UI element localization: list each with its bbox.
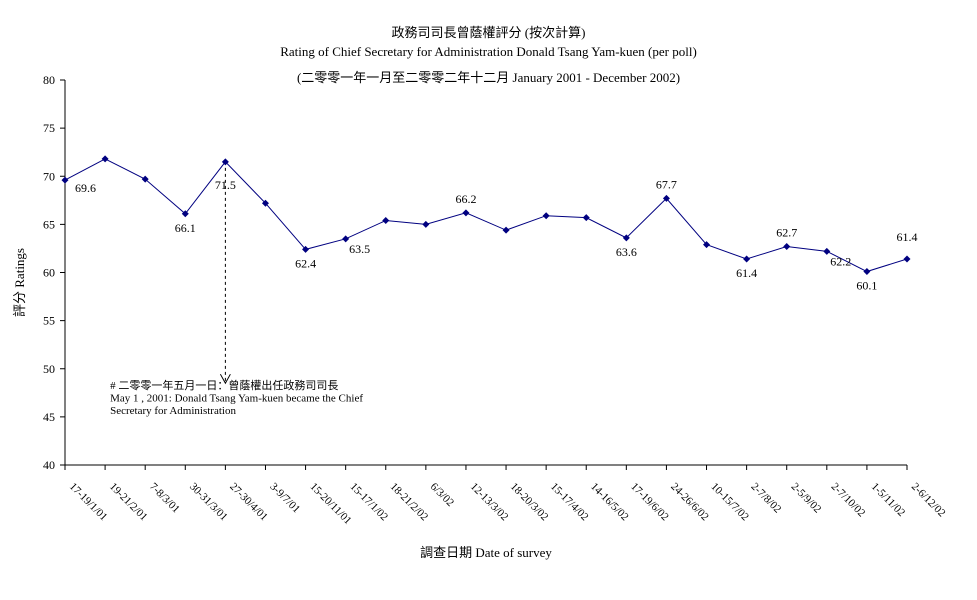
- y-tick-label: 55: [43, 314, 55, 328]
- data-label: 69.6: [75, 181, 96, 195]
- y-axis-title: 評分 Ratings: [12, 248, 27, 317]
- data-point: [582, 214, 590, 222]
- y-tick-label: 65: [43, 217, 55, 231]
- data-label: 62.4: [295, 256, 316, 270]
- y-tick-label: 70: [43, 169, 55, 183]
- x-tick-label: 7-8/3/01: [147, 481, 182, 516]
- data-point: [542, 212, 550, 220]
- y-tick-label: 45: [43, 410, 55, 424]
- y-tick-label: 80: [43, 73, 55, 87]
- data-label: 63.5: [349, 242, 370, 256]
- data-label: 66.1: [175, 221, 196, 235]
- x-tick-label: 14-16/5/02: [588, 481, 631, 524]
- x-tick-label: 18-20/3/02: [508, 481, 551, 524]
- x-tick-label: 19-21/2/01: [107, 481, 150, 524]
- x-tick-label: 30-31/3/01: [187, 481, 230, 524]
- data-label: 61.4: [897, 230, 918, 244]
- data-label: 61.4: [736, 266, 757, 280]
- x-tick-label: 12-13/3/02: [468, 481, 511, 524]
- data-point: [823, 247, 831, 255]
- data-point: [783, 243, 791, 251]
- data-label: 71.5: [215, 178, 236, 192]
- x-tick-label: 2-6/12/02: [909, 481, 948, 520]
- annotation-line-zh: # 二零零一年五月一日：曾蔭權出任政務司司長: [110, 378, 338, 392]
- x-tick-label: 2-7/8/02: [748, 481, 783, 516]
- series-line: [64, 158, 908, 273]
- data-point: [141, 175, 149, 183]
- x-tick-label: 3-9/7/01: [267, 481, 302, 516]
- x-tick-label: 24-26/6/02: [668, 481, 711, 524]
- data-point: [261, 199, 269, 207]
- x-tick-label: 17-19/6/02: [628, 481, 671, 524]
- annotation-arrow-head: [219, 373, 231, 385]
- data-point: [622, 234, 630, 242]
- data-label: 62.7: [776, 226, 797, 240]
- data-label: 66.2: [455, 192, 476, 206]
- data-point: [462, 209, 470, 217]
- x-tick-label: 15-17/4/02: [548, 481, 591, 524]
- x-tick-label: 15-17/1/02: [348, 481, 391, 524]
- chart-title: 政務司司長曾蔭權評分 (按次計算): [391, 25, 586, 40]
- x-tick-label: 2-7/10/02: [829, 481, 868, 520]
- y-tick-label: 60: [43, 266, 55, 280]
- x-tick-label: 1-5/11/02: [869, 481, 907, 519]
- x-axis-title: 調查日期 Date of survey: [420, 545, 552, 560]
- data-point: [703, 241, 711, 249]
- y-tick-label: 50: [43, 362, 55, 376]
- x-tick-label: 27-30/4/01: [227, 481, 270, 524]
- data-label: 60.1: [856, 279, 877, 293]
- data-point: [342, 235, 350, 243]
- data-point: [502, 226, 510, 234]
- data-label: 62.2: [830, 254, 851, 268]
- x-tick-label: 2-5/9/02: [789, 481, 824, 516]
- data-point: [903, 255, 911, 263]
- data-point: [181, 210, 189, 218]
- y-tick-label: 75: [43, 121, 55, 135]
- data-point: [422, 220, 430, 228]
- x-tick-label: 6/3/02: [428, 481, 456, 509]
- data-point: [101, 155, 109, 163]
- data-point: [743, 255, 751, 263]
- x-tick-label: 17-19/1/01: [67, 481, 110, 524]
- chart-subtitle: Rating of Chief Secretary for Administra…: [280, 44, 697, 59]
- x-tick-label: 15-20/11/01: [307, 481, 353, 527]
- y-tick-label: 40: [43, 458, 55, 472]
- data-point: [863, 268, 871, 276]
- data-label: 67.7: [656, 177, 677, 191]
- data-point: [221, 158, 229, 166]
- annotation-line-en-2: Secretary for Administration: [110, 405, 236, 417]
- data-point: [662, 194, 670, 202]
- annotation-line-en: May 1 , 2001: Donald Tsang Yam-kuen beca…: [110, 392, 363, 404]
- x-tick-label: 18-21/2/02: [388, 481, 431, 524]
- x-tick-label: 10-15/7/02: [708, 481, 751, 524]
- data-point: [382, 217, 390, 225]
- data-label: 63.6: [616, 245, 637, 259]
- data-point: [61, 176, 69, 184]
- chart-subtitle-period: (二零零一年一月至二零零二年十二月 January 2001 - Decembe…: [296, 70, 681, 85]
- data-point: [302, 245, 310, 253]
